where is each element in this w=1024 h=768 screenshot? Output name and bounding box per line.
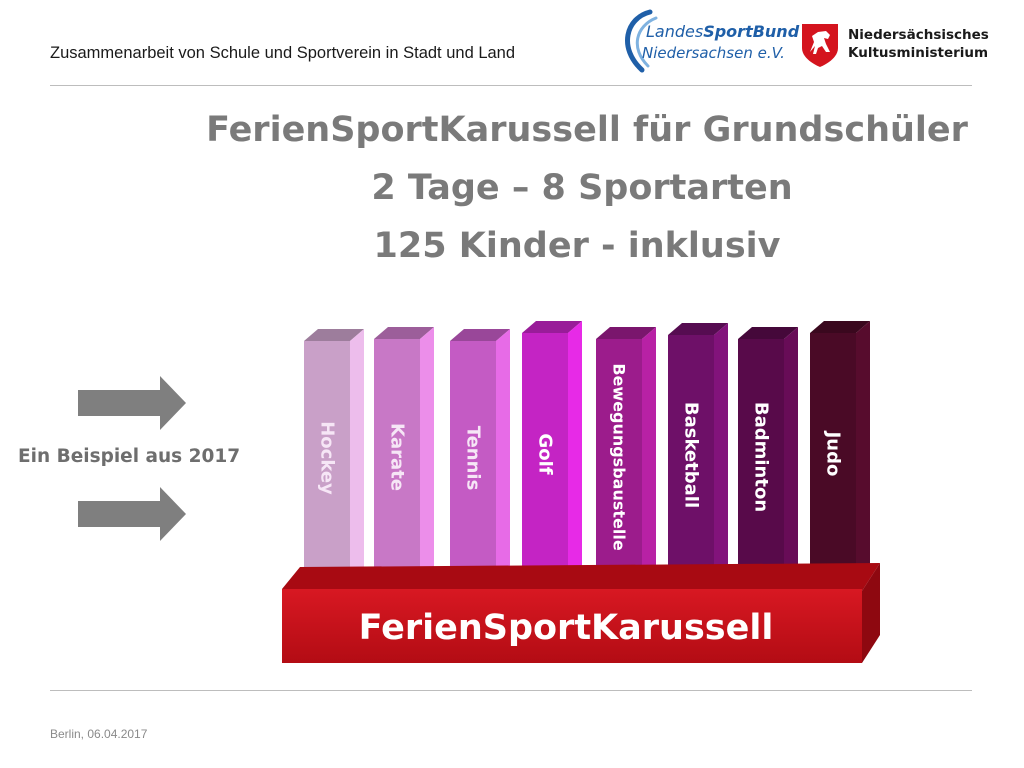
- pillar-top: [596, 327, 656, 339]
- pillar-label-golf: Golf: [535, 433, 556, 474]
- ministry-line1: Niedersächsisches: [848, 27, 989, 43]
- arrow-right-icon: [78, 487, 186, 541]
- title-line1: FerienSportKarussell für Grundschüler: [206, 110, 968, 150]
- pillar-side: [642, 327, 656, 583]
- footer-date: Berlin, 06.04.2017: [50, 727, 148, 741]
- pillar-top: [810, 321, 870, 333]
- pillar-top: [522, 321, 582, 333]
- pillar-label-bewegungsbaustelle: Bewegungsbaustelle: [610, 363, 629, 551]
- footer-divider: [50, 690, 972, 691]
- title-line2: 2 Tage – 8 Sportarten: [371, 168, 793, 208]
- sport-pillar-badminton: Badminton: [738, 327, 798, 583]
- pillar-front: [668, 335, 714, 583]
- sport-pillar-karate: Karate: [374, 327, 434, 583]
- pillar-front: [304, 341, 350, 583]
- pillar-top: [374, 327, 434, 339]
- pillar-side: [856, 321, 870, 583]
- pillar-top: [738, 327, 798, 339]
- pillar-side: [496, 329, 510, 583]
- sport-pillar-bewegungsbaustelle: Bewegungsbaustelle: [596, 327, 656, 583]
- example-label: Ein Beispiel aus 2017: [18, 446, 241, 467]
- pillar-top: [304, 329, 364, 341]
- pillar-front: [738, 339, 784, 583]
- pillar-label-basketball: Basketball: [681, 402, 702, 508]
- pillar-label-judo: Judo: [823, 430, 844, 477]
- pillar-front: [522, 333, 568, 583]
- base-top: [282, 563, 880, 591]
- base-front: [282, 589, 862, 663]
- pillar-front: [810, 333, 856, 583]
- pillar-top: [450, 329, 510, 341]
- ministry-text: Niedersächsisches Kultusministerium: [848, 26, 989, 62]
- pillar-front: [374, 339, 420, 583]
- lsb-logo-line1: LandesSportBund: [646, 22, 800, 41]
- sport-pillar-golf: Golf: [522, 321, 582, 583]
- landessportbund-logo: LandesSportBund Niedersachsen e.V.: [616, 8, 800, 76]
- sport-pillar-tennis: Tennis: [450, 329, 510, 583]
- pillar-side: [568, 321, 582, 583]
- pillar-label-tennis: Tennis: [463, 426, 484, 491]
- arrow-right-icon: [78, 376, 186, 430]
- pillar-label-hockey: Hockey: [317, 421, 338, 495]
- swoosh-icon: [625, 9, 658, 73]
- sport-pillar-judo: Judo: [810, 321, 870, 583]
- kultusministerium-logo: Niedersächsisches Kultusministerium: [798, 22, 998, 74]
- header-text: Zusammenarbeit von Schule und Sportverei…: [50, 44, 516, 62]
- pillar-label-karate: Karate: [387, 423, 408, 491]
- pillar-side: [714, 323, 728, 583]
- pillar-side: [784, 327, 798, 583]
- ferien-sport-karussell-graphic: Hockey Karate Tennis Golf Bewegungsbaustelle…: [282, 321, 880, 663]
- sport-pillar-hockey: Hockey: [304, 329, 364, 583]
- lsb-logo-line2: Niedersachsen e.V.: [642, 44, 785, 62]
- ministry-line2: Kultusministerium: [848, 45, 989, 61]
- header-divider: [50, 85, 972, 86]
- pillar-front: [450, 341, 496, 583]
- base-side: [862, 563, 880, 663]
- pillar-top: [668, 323, 728, 335]
- pillar-side: [420, 327, 434, 583]
- pillar-label-badminton: Badminton: [751, 402, 772, 512]
- horse-shield-icon: [802, 24, 838, 67]
- base-label: FerienSportKarussell: [359, 608, 774, 648]
- title-line3: 125 Kinder - inklusiv: [373, 226, 781, 266]
- pillar-side: [350, 329, 364, 583]
- sport-pillar-basketball: Basketball: [668, 323, 728, 583]
- pillar-front: [596, 339, 642, 583]
